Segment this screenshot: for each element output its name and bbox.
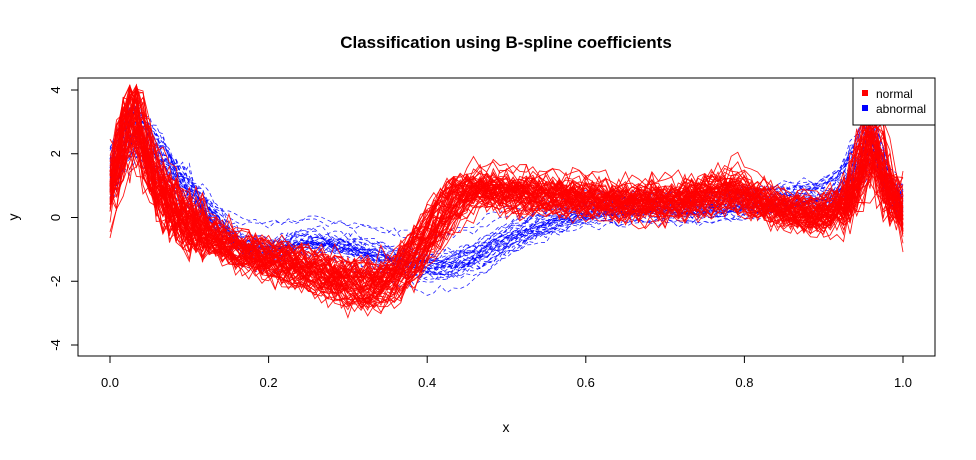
abnormal-curve	[109, 103, 904, 271]
y-tick-label: -4	[48, 339, 63, 351]
legend-label: abnormal	[876, 102, 926, 116]
abnormal-curve	[109, 117, 904, 258]
normal-curve	[109, 95, 904, 309]
x-tick-label: 0.6	[577, 375, 595, 390]
x-tick-label: 0.0	[101, 375, 119, 390]
normal-curve	[109, 96, 904, 291]
y-tick-label: 4	[48, 86, 63, 93]
x-axis: 0.0 0.2 0.4 0.6 0.8 1.0	[101, 355, 912, 390]
legend-swatch	[862, 90, 868, 96]
y-axis-label: y	[5, 214, 21, 221]
y-tick-label: -2	[48, 275, 63, 287]
normal-curve	[109, 101, 904, 283]
normal-curve	[109, 106, 904, 279]
y-tick-label: 2	[48, 150, 63, 157]
x-tick-label: 1.0	[894, 375, 912, 390]
curves-group	[109, 83, 904, 319]
x-tick-label: 0.2	[260, 375, 278, 390]
y-tick-label: 0	[48, 214, 63, 221]
normal-curve	[109, 117, 904, 304]
normal-curve	[109, 111, 904, 293]
x-tick-label: 0.8	[735, 375, 753, 390]
chart-title: Classification using B-spline coefficien…	[340, 33, 672, 52]
x-axis-label: x	[503, 419, 510, 435]
normal-curve	[109, 136, 904, 289]
legend-label: normal	[876, 87, 913, 101]
normal-curve	[109, 141, 904, 292]
legend-box	[852, 77, 936, 126]
y-axis: -4 -2 0 2 4	[48, 86, 79, 351]
legend-swatch	[862, 105, 868, 111]
normal-curve	[109, 122, 904, 296]
x-tick-label: 0.4	[418, 375, 436, 390]
abnormal-curve	[109, 130, 904, 239]
